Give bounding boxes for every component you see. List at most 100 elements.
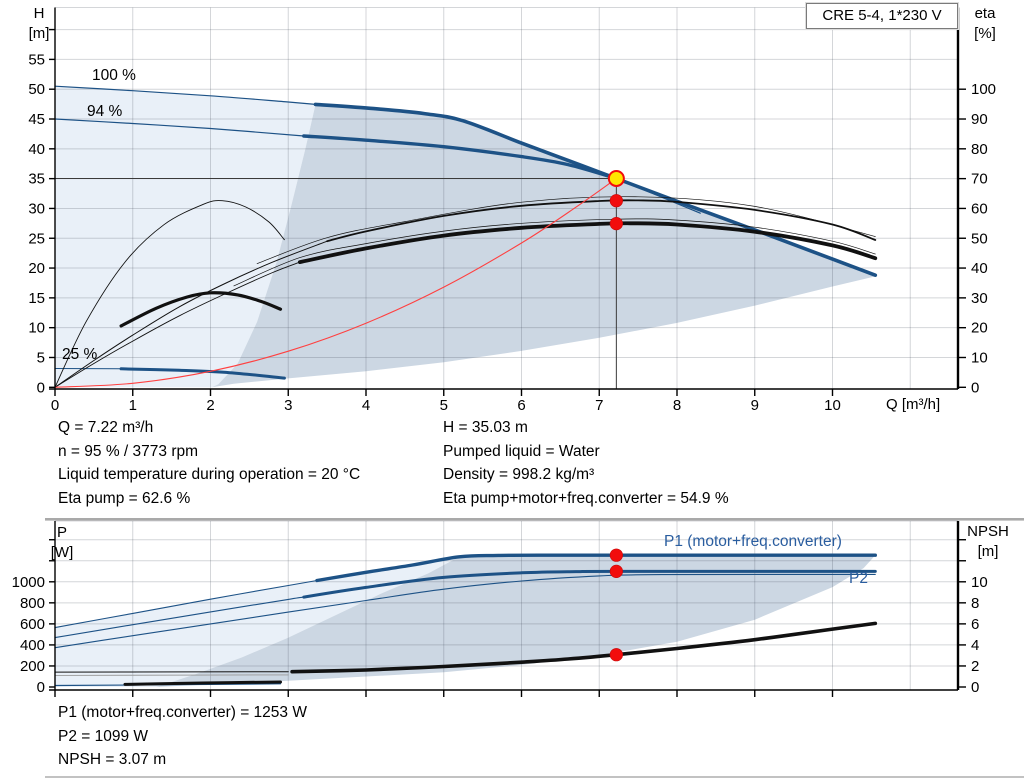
operating-point-dot: [609, 194, 623, 208]
result-p1: P1 (motor+freq.converter) = 1253 W: [58, 704, 307, 721]
p2-curve-thin: [54, 596, 305, 639]
result-pumped-liquid: Pumped liquid = Water: [443, 442, 600, 460]
p-axis-unit-label: P [W]: [50, 524, 74, 561]
tick-label: 10: [971, 574, 988, 591]
result-density: Density = 998.2 kg/m³: [443, 466, 595, 483]
tick-label: 20: [971, 320, 988, 337]
result-p2: P2 = 1099 W: [58, 727, 149, 745]
power-axes: 0 200 400 600 800 1000 0 2 4 6 8 10: [12, 521, 988, 697]
p1-curve-label: P1 (motor+freq.converter): [664, 533, 842, 550]
speed-25-curve: [119, 367, 286, 380]
speed-94-curve: [302, 134, 619, 181]
result-text-right: H = 35.03 m Pumped liquid = Water Densit…: [443, 416, 729, 510]
npsh-flat-gray: [54, 674, 289, 676]
result-speed: n = 95 % / 3773 rpm: [58, 442, 199, 460]
result-head: H = 35.03 m: [443, 419, 528, 436]
tick-label: 6: [517, 397, 525, 414]
operating-envelope-region: [212, 104, 876, 388]
operating-point-dot: [609, 564, 623, 578]
result-flow: Q = 7.22 m³/h: [58, 419, 154, 436]
result-eta-total: Eta pump+motor+freq.converter = 54.9 %: [443, 489, 729, 507]
tick-label: 100: [971, 81, 996, 98]
eta-total-curve-low: [54, 261, 301, 388]
tick-label: 200: [20, 658, 45, 675]
hq-duty-crosshair: [55, 177, 617, 389]
tick-label: 35: [28, 171, 45, 188]
tick-label: 50: [28, 81, 45, 98]
tick-label: 8: [971, 595, 979, 612]
power-envelope-region: [156, 555, 876, 687]
p1-curve: [315, 553, 877, 583]
tick-label: 8: [673, 397, 681, 414]
eta-pump-hairline: [256, 196, 876, 264]
tick-label: 10: [971, 349, 988, 366]
tick-label: 25: [28, 230, 45, 247]
eta-total-hairline: [233, 218, 876, 287]
eta-small-arc-thick: [119, 291, 283, 328]
tick-label: 45: [28, 111, 45, 128]
hq-axes: 0510152025303540455055010203040506070809…: [28, 7, 996, 414]
tick-label: 50: [971, 230, 988, 247]
npsh-low-speed-curve: [123, 680, 282, 686]
system-curve: [54, 177, 617, 388]
tick-label: 600: [20, 616, 45, 633]
pump-type-box: CRE 5-4, 1*230 V: [805, 2, 959, 30]
power-curves: [54, 553, 878, 687]
eta-pump-curve-low: [54, 240, 328, 388]
tick-label: 7: [595, 397, 603, 414]
tick-label: 30: [971, 290, 988, 307]
tick-label: 10: [28, 320, 45, 337]
tick-label: 0: [37, 679, 45, 696]
tick-label: 0: [971, 379, 979, 396]
eta-small-arc: [54, 200, 285, 388]
tick-label: 1: [129, 397, 137, 414]
tick-label: 6: [971, 616, 979, 633]
p2-shaft-curve-thin: [54, 573, 876, 649]
tick-label: 60: [971, 200, 988, 217]
operating-point-dot: [609, 548, 623, 562]
tick-label: 5: [37, 349, 45, 366]
tick-label: 70: [971, 171, 988, 188]
p2-curve-label: P2: [849, 570, 868, 587]
result-npsh: NPSH = 3.07 m: [58, 751, 167, 768]
npsh-curve: [290, 621, 878, 674]
eta-axis-unit-label: eta [%]: [974, 5, 996, 42]
tick-label: 30: [28, 200, 45, 217]
hq-regions: [55, 86, 876, 388]
tick-label: 90: [971, 111, 988, 128]
tick-label: 3: [284, 397, 292, 414]
speed-94-label: 94 %: [87, 103, 123, 120]
speed-fan-region: [55, 86, 316, 388]
result-text-left: Q = 7.22 m³/h n = 95 % / 3773 rpm Liquid…: [58, 416, 360, 510]
tick-label: 10: [824, 397, 841, 414]
tick-label: 0: [971, 679, 979, 696]
tick-label: 2: [206, 397, 214, 414]
tick-label: 400: [20, 637, 45, 654]
operating-point-dot: [609, 648, 623, 662]
speed-100-label: 100 %: [92, 67, 136, 84]
tick-label: 9: [751, 397, 759, 414]
result-eta-pump: Eta pump = 62.6 %: [58, 489, 191, 507]
tick-label: 2: [971, 658, 979, 675]
p2-curve: [302, 569, 877, 599]
tick-label: 55: [28, 51, 45, 68]
speed-100-curve-thin: [54, 85, 317, 105]
tick-label: 40: [28, 141, 45, 158]
operating-point-dot: [609, 217, 623, 231]
q-axis-unit-label: Q [m³/h]: [886, 396, 941, 413]
tick-label: 20: [28, 260, 45, 277]
duty-point-marker: [607, 169, 625, 187]
hq-gridlines: [55, 7, 958, 389]
tick-label: 800: [20, 595, 45, 612]
separator-rules: [45, 518, 1024, 778]
speed-94-curve-ext: [615, 177, 701, 214]
tick-label: 4: [971, 637, 979, 654]
hq-markers: [607, 169, 625, 231]
result-text-bottom: P1 (motor+freq.converter) = 1253 W P2 = …: [58, 701, 307, 772]
tick-label: 15: [28, 290, 45, 307]
speed-25-label: 25 %: [62, 346, 98, 363]
tick-label: 1000: [12, 574, 45, 591]
power-gridlines: [55, 520, 958, 690]
